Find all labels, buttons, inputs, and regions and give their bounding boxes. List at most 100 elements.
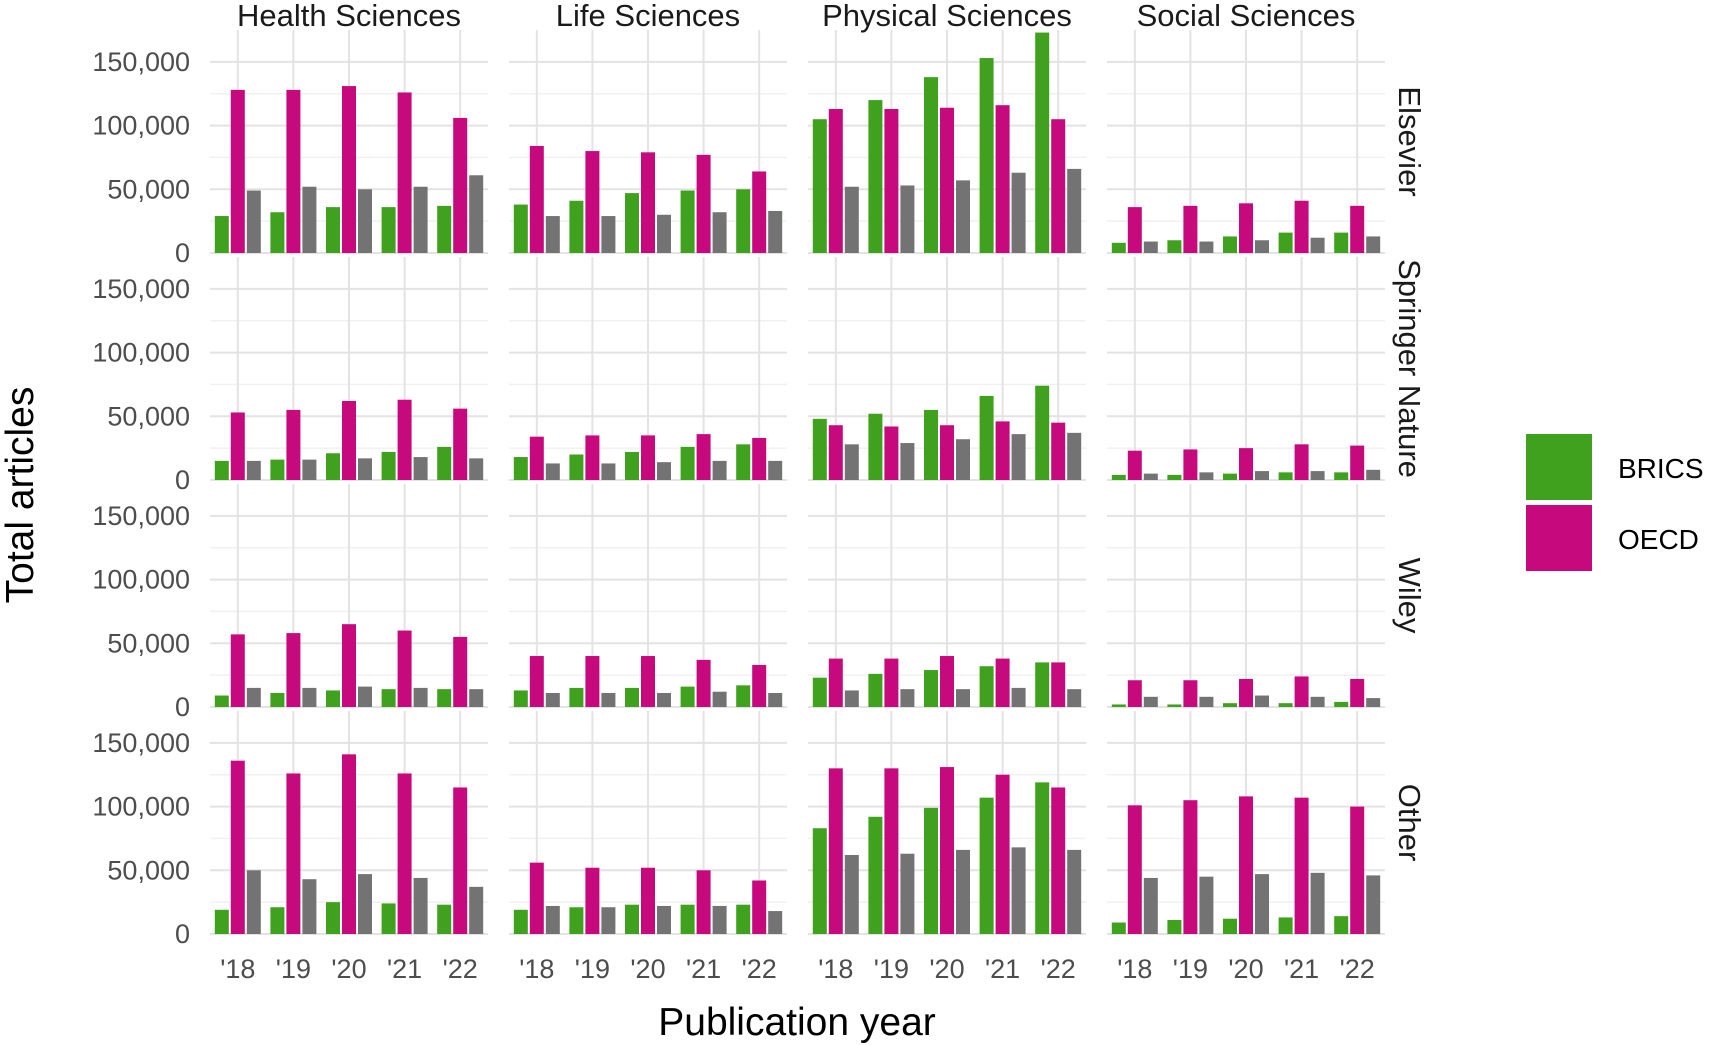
bar-oecd [995, 105, 1010, 253]
panel-elsevier-health-sciences [210, 30, 488, 254]
bar-oecd [1127, 207, 1142, 253]
bar-brics [326, 207, 340, 253]
bar-grey [469, 886, 484, 934]
bar-oecd [884, 109, 899, 254]
y-tick-label: 150,000 [92, 274, 190, 304]
bar-brics [868, 816, 883, 934]
panel-other-health-sciences [210, 711, 488, 935]
bar-grey [545, 463, 560, 480]
bar-grey [545, 905, 560, 934]
bar-oecd [1183, 680, 1198, 707]
bar-brics [270, 459, 285, 480]
bar-grey [302, 459, 317, 480]
bar-grey [657, 692, 671, 707]
x-tick-label: '20 [929, 954, 964, 984]
bar-brics [1278, 232, 1293, 253]
bar-oecd [1183, 800, 1198, 934]
bar-brics [1035, 782, 1050, 934]
bar-oecd [1051, 119, 1066, 253]
column-strip-label: Life Sciences [556, 0, 740, 33]
x-tick-label: '22 [742, 954, 777, 984]
bar-oecd [1350, 445, 1365, 480]
bar-brics [569, 687, 584, 707]
x-tick-label: '18 [519, 954, 554, 984]
panel-elsevier-life-sciences [509, 30, 787, 254]
bar-brics [1278, 917, 1293, 934]
bar-grey [302, 186, 317, 253]
bar-brics [868, 673, 883, 707]
bar-grey [1067, 168, 1082, 253]
bar-oecd [529, 436, 544, 480]
bar-oecd [585, 435, 600, 480]
bar-brics [381, 207, 396, 253]
facet-strips: Health Sciences Life Sciences Physical Sci… [237, 0, 1427, 861]
bar-oecd [1239, 448, 1253, 480]
row-strip: Springer Nature [1392, 259, 1427, 478]
bar-brics [214, 216, 229, 253]
bar-grey [246, 460, 261, 480]
bar-grey [956, 439, 970, 480]
bar-brics [1223, 918, 1237, 934]
bar-oecd [940, 656, 954, 707]
bar-grey [302, 687, 317, 707]
bar-grey [469, 689, 484, 707]
bar-oecd [1239, 678, 1253, 707]
bar-grey [1067, 849, 1082, 934]
bar-grey [1199, 472, 1214, 480]
x-tick-label: '21 [387, 954, 422, 984]
bar-grey [1366, 698, 1381, 707]
bar-grey [1011, 172, 1026, 253]
bar-grey [657, 462, 671, 480]
bar-oecd [529, 145, 544, 253]
bar-oecd [529, 656, 544, 707]
bar-oecd [286, 773, 301, 934]
x-tick-label: '21 [1284, 954, 1319, 984]
bar-oecd [342, 400, 356, 480]
bar-brics [1334, 472, 1349, 480]
bar-oecd [995, 421, 1010, 480]
bar-grey [657, 905, 671, 934]
bar-oecd [453, 117, 468, 253]
bar-brics [569, 200, 584, 253]
bar-oecd [230, 760, 245, 934]
bar-grey [844, 854, 859, 934]
panel-other-life-sciences [509, 711, 787, 935]
row-strip: Other [1392, 784, 1427, 862]
bar-oecd [752, 171, 767, 253]
bar-brics [812, 119, 827, 253]
bar-grey [1143, 877, 1158, 934]
bar-oecd [696, 154, 711, 253]
y-tick-labels: 0 50,000 100,000 150,000 0 50,000 100,000 150,0… [92, 47, 190, 949]
x-tick-label: '19 [575, 954, 610, 984]
bar-grey [1255, 874, 1269, 934]
bar-brics [513, 690, 528, 707]
bar-oecd [1127, 450, 1142, 480]
bar-oecd [752, 437, 767, 480]
y-tick-label: 150,000 [92, 501, 190, 531]
bar-oecd [1350, 678, 1365, 707]
bar-brics [437, 446, 452, 480]
bar-brics [326, 690, 340, 707]
bar-oecd [828, 658, 843, 707]
y-tick-label: 0 [175, 919, 190, 949]
bar-oecd [641, 867, 655, 934]
bar-brics [1223, 703, 1237, 707]
row-strip-label: Other [1392, 784, 1427, 862]
bar-grey [1199, 241, 1214, 253]
bar-oecd [585, 151, 600, 253]
bar-brics [214, 695, 229, 707]
bar-oecd [342, 624, 356, 707]
bar-grey [1199, 696, 1214, 707]
bar-oecd [230, 89, 245, 254]
bar-oecd [1127, 805, 1142, 934]
bar-grey [246, 190, 261, 253]
panel-other-physical-sciences [808, 711, 1086, 935]
bar-oecd [940, 767, 954, 934]
column-strip-label: Social Sciences [1137, 0, 1356, 33]
bar-oecd [641, 435, 655, 480]
bar-grey [768, 210, 783, 253]
bar-grey [1366, 469, 1381, 480]
bar-oecd [641, 656, 655, 707]
panel-other-social-sciences [1107, 711, 1385, 935]
